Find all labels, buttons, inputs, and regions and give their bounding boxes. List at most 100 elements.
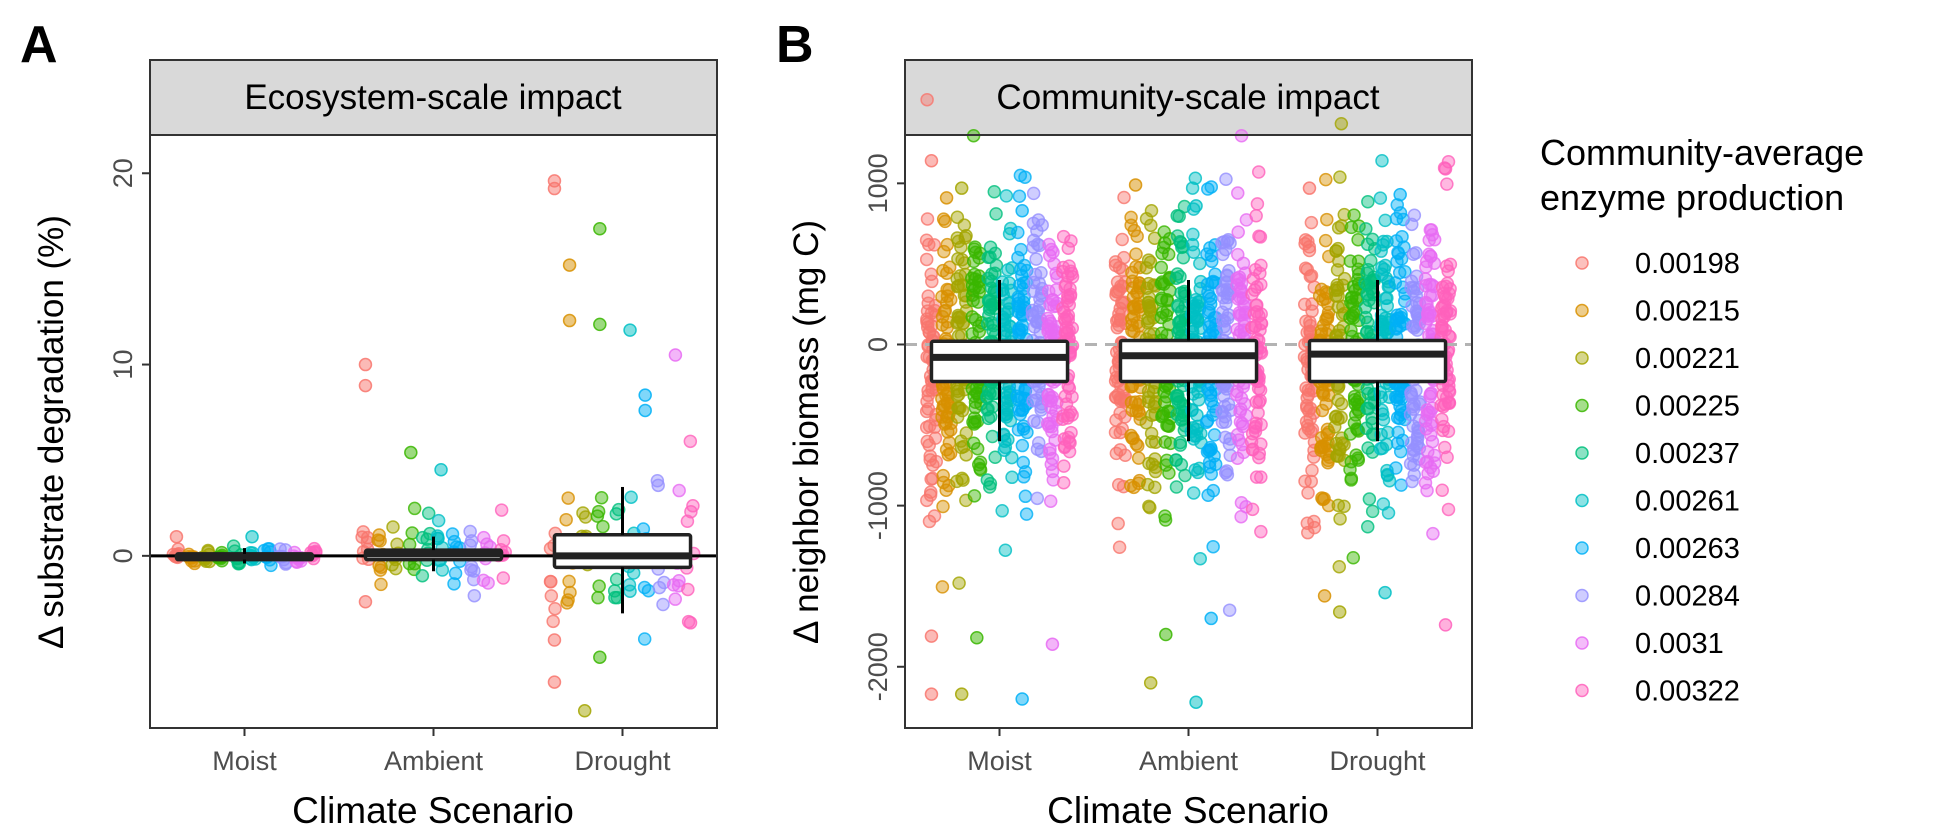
data-point — [965, 310, 979, 324]
data-point — [1030, 442, 1045, 456]
data-point — [548, 601, 562, 616]
data-point — [386, 520, 400, 534]
data-point — [680, 514, 695, 529]
data-point — [656, 597, 670, 612]
data-point — [1142, 499, 1156, 514]
data-point — [1436, 388, 1450, 402]
data-point — [970, 441, 985, 456]
data-point — [1298, 426, 1312, 440]
data-point — [226, 539, 241, 553]
data-point — [1377, 262, 1391, 277]
panel-b-letter: B — [776, 16, 814, 74]
data-point — [1025, 303, 1040, 318]
y-tick-label: -2000 — [863, 632, 893, 701]
data-point — [983, 476, 998, 491]
data-point — [1436, 419, 1451, 434]
data-point — [1252, 450, 1266, 465]
data-point — [1112, 540, 1127, 554]
data-point — [958, 231, 972, 245]
outlier-point — [1143, 676, 1158, 690]
data-point — [1331, 393, 1345, 407]
data-point — [1127, 480, 1141, 495]
data-point — [1251, 165, 1266, 179]
outlier-point — [924, 629, 939, 643]
data-point — [373, 534, 387, 548]
data-point — [936, 468, 950, 483]
outlier-points — [169, 174, 698, 718]
data-point — [355, 530, 369, 544]
data-point — [1043, 494, 1058, 508]
data-point — [1059, 277, 1073, 292]
data-point — [1220, 464, 1234, 478]
data-point — [985, 267, 999, 281]
data-point — [1017, 300, 1031, 314]
outlier-point — [562, 313, 577, 328]
data-point — [956, 473, 970, 487]
data-point — [1012, 278, 1027, 292]
data-point — [1254, 316, 1268, 330]
data-point — [1117, 190, 1131, 205]
data-point — [1344, 295, 1358, 310]
data-point — [407, 501, 422, 516]
data-point — [1305, 463, 1319, 478]
data-point — [1193, 281, 1208, 296]
data-point — [1373, 191, 1388, 205]
legend-key — [1575, 398, 1589, 413]
data-point — [973, 463, 988, 477]
data-point — [561, 593, 575, 607]
y-tick-label: 20 — [108, 158, 138, 188]
data-point — [940, 266, 954, 280]
data-point — [592, 579, 606, 593]
data-point — [1365, 504, 1380, 519]
data-point — [1333, 170, 1347, 184]
legend-key — [1575, 493, 1589, 508]
data-point — [921, 289, 935, 303]
data-point — [1393, 319, 1408, 333]
data-point — [431, 513, 446, 528]
data-point — [959, 426, 974, 440]
data-point — [1394, 252, 1409, 266]
data-point — [1344, 471, 1359, 486]
data-point — [927, 238, 942, 252]
data-point — [374, 577, 388, 592]
data-point — [1360, 520, 1375, 534]
data-point — [421, 506, 436, 521]
data-point — [1250, 197, 1265, 211]
data-point — [1057, 459, 1071, 473]
data-point — [1420, 403, 1434, 417]
data-point — [1389, 461, 1403, 475]
data-point — [637, 632, 652, 646]
legend-label: 0.00284 — [1635, 581, 1740, 613]
data-point — [1314, 443, 1328, 458]
data-point — [936, 475, 951, 490]
data-point — [1173, 438, 1188, 452]
data-point — [1148, 435, 1163, 449]
panel-b-ylabel: Δ neighbor biomass (mg C) — [787, 220, 826, 644]
data-point — [1206, 539, 1220, 554]
legend-label: 0.00237 — [1635, 438, 1740, 470]
data-point — [1404, 436, 1419, 450]
panel-b-strip-title: Community-scale impact — [996, 78, 1379, 117]
data-point — [594, 491, 609, 505]
data-point — [1140, 281, 1154, 295]
data-point — [1391, 425, 1405, 440]
data-point — [1200, 247, 1214, 261]
data-point — [1305, 422, 1320, 437]
data-point — [995, 504, 1009, 518]
panel-b: Community-scale impact -2000 -1000 0 1000 Mo… — [787, 59, 1473, 831]
data-point — [562, 574, 576, 589]
data-point — [1129, 437, 1144, 451]
data-point — [935, 580, 950, 594]
data-point — [546, 614, 560, 629]
data-point — [1014, 242, 1028, 257]
data-point — [1139, 415, 1153, 430]
outlier-point — [1045, 637, 1060, 651]
data-point — [1057, 440, 1072, 455]
y-tick-label: 1000 — [863, 153, 893, 213]
panel-a-border — [149, 134, 718, 729]
data-point — [1222, 603, 1237, 617]
data-point — [966, 283, 981, 298]
data-point — [1058, 389, 1073, 404]
data-point — [1045, 419, 1059, 434]
data-point — [1115, 232, 1129, 247]
